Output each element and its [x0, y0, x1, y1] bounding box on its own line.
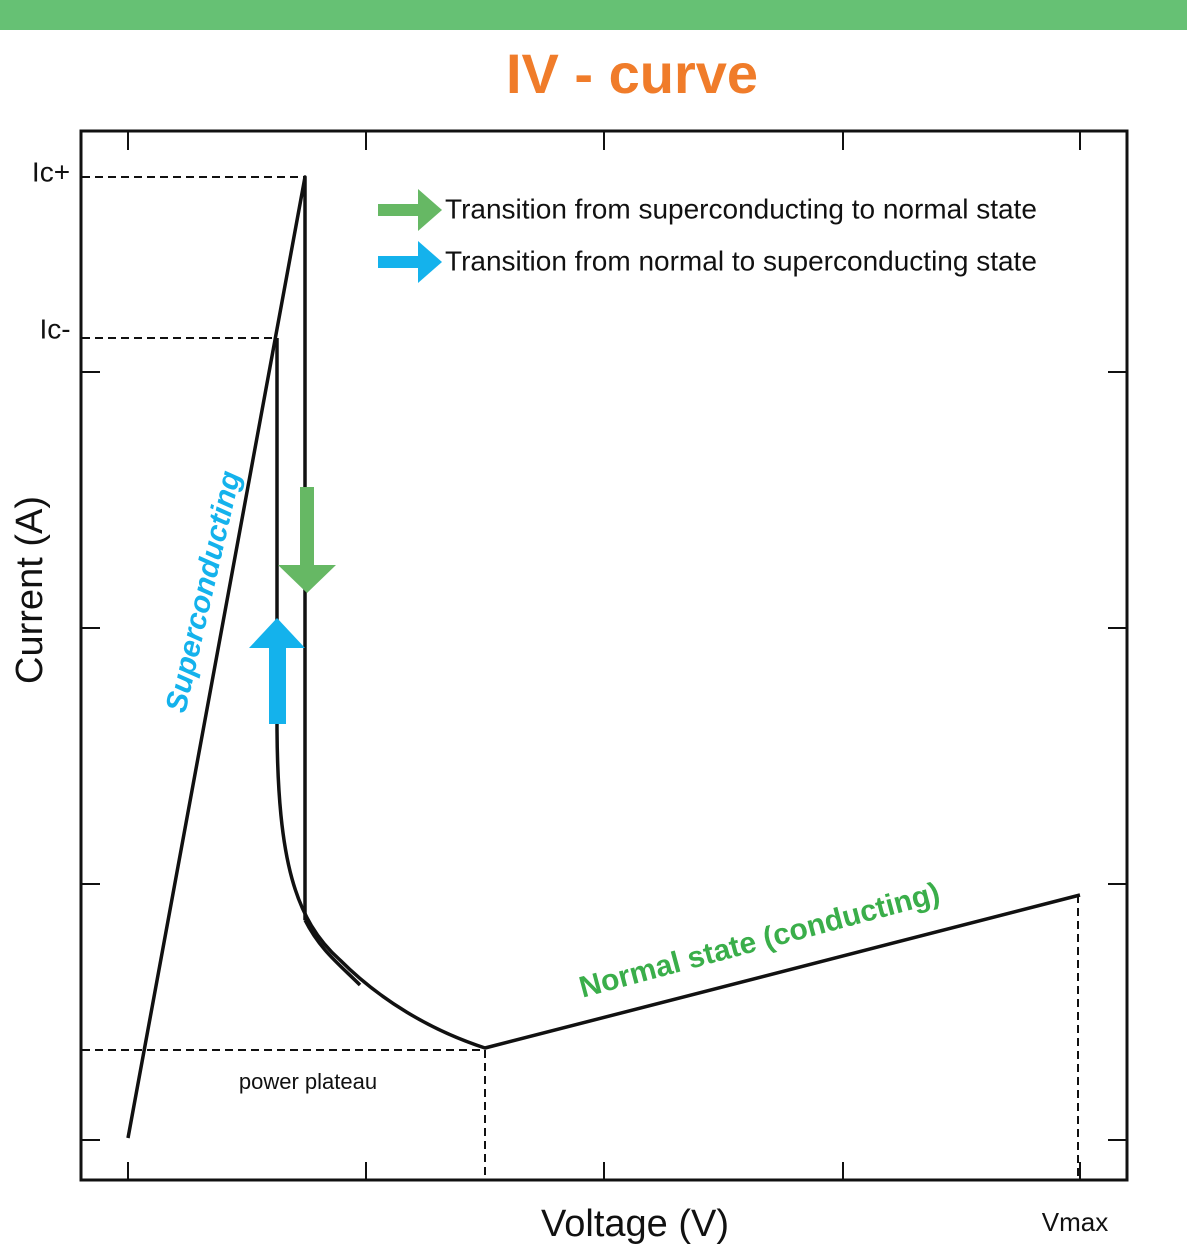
ticks — [81, 131, 1127, 1180]
x-axis-label: Voltage (V) — [541, 1203, 729, 1245]
legend-label: Transition from superconducting to norma… — [445, 193, 1037, 224]
plot-frame — [79, 129, 1129, 1182]
normal-state-label: Normal state (conducting) — [576, 876, 944, 1004]
superconducting-label: Superconducting — [160, 468, 248, 716]
y-axis-label: Current (A) — [9, 496, 51, 684]
blue-arrow — [249, 618, 305, 724]
plateau-label: power plateau — [239, 1069, 377, 1094]
iv-curve — [126, 175, 1081, 1139]
vmax-label: Vmax — [1042, 1207, 1108, 1237]
title: IV - curve — [506, 42, 758, 105]
legend-label: Transition from normal to superconductin… — [445, 245, 1037, 276]
top-bar — [0, 0, 1187, 30]
legend: Transition from superconducting to norma… — [378, 189, 1037, 283]
green-arrow — [278, 487, 336, 593]
ic-minus-label: Ic- — [39, 313, 70, 344]
ic-plus-label: Ic+ — [32, 156, 70, 187]
guide-lines — [82, 176, 1079, 1178]
